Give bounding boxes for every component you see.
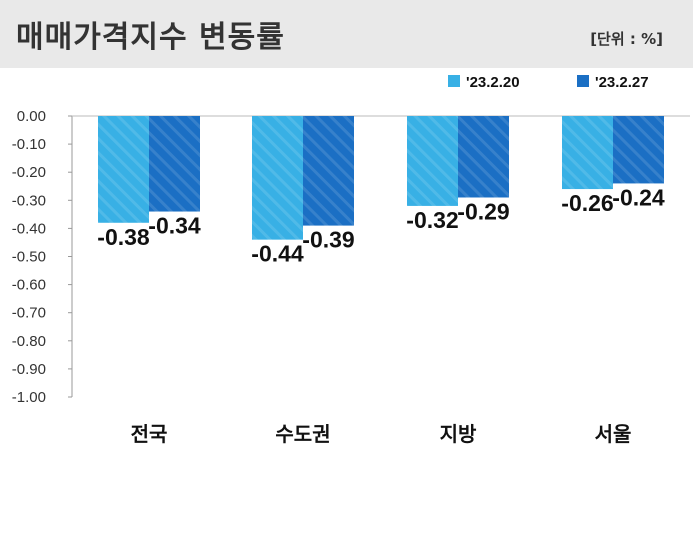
data-label: -0.39 <box>302 227 354 253</box>
bar-1 <box>562 116 613 190</box>
category-label: 서울 <box>595 422 632 446</box>
data-label: -0.24 <box>612 184 665 210</box>
category-label: 지방 <box>440 422 477 446</box>
data-label: -0.26 <box>561 190 613 216</box>
y-tick-label: -1.00 <box>12 389 46 406</box>
bar-1 <box>252 116 303 240</box>
header-bar: 매매가격지수 변동률 [단위 : %] <box>0 0 693 68</box>
bar-1 <box>407 116 458 206</box>
y-tick-label: -0.30 <box>12 192 46 209</box>
legend-swatch-1 <box>448 75 460 87</box>
bar-2 <box>458 116 509 198</box>
y-tick-label: 0.00 <box>17 108 46 125</box>
y-tick-label: -0.70 <box>12 305 46 322</box>
data-label: -0.38 <box>97 224 150 250</box>
y-tick-label: -0.80 <box>12 333 46 350</box>
y-tick-label: -0.40 <box>12 220 46 237</box>
bar-2 <box>149 116 200 212</box>
data-label: -0.34 <box>148 213 201 239</box>
y-tick-label: -0.60 <box>12 277 46 294</box>
y-tick-label: -0.10 <box>12 136 46 153</box>
y-tick-label: -0.90 <box>12 361 46 378</box>
legend-swatch-2 <box>577 75 589 87</box>
y-tick-label: -0.20 <box>12 164 46 181</box>
legend-label-1: '23.2.20 <box>466 74 520 91</box>
data-label: -0.32 <box>406 207 458 233</box>
unit-label: [단위 : %] <box>590 30 663 48</box>
bar-1 <box>98 116 149 223</box>
data-label: -0.44 <box>251 241 304 267</box>
category-label: 수도권 <box>275 422 330 446</box>
bar-2 <box>613 116 664 184</box>
category-label: 전국 <box>131 422 168 446</box>
chart-title: 매매가격지수 변동률 <box>16 20 285 55</box>
bar-2 <box>303 116 354 226</box>
data-label: -0.29 <box>457 198 509 224</box>
y-tick-label: -0.50 <box>12 249 46 266</box>
legend-label-2: '23.2.27 <box>595 74 649 91</box>
